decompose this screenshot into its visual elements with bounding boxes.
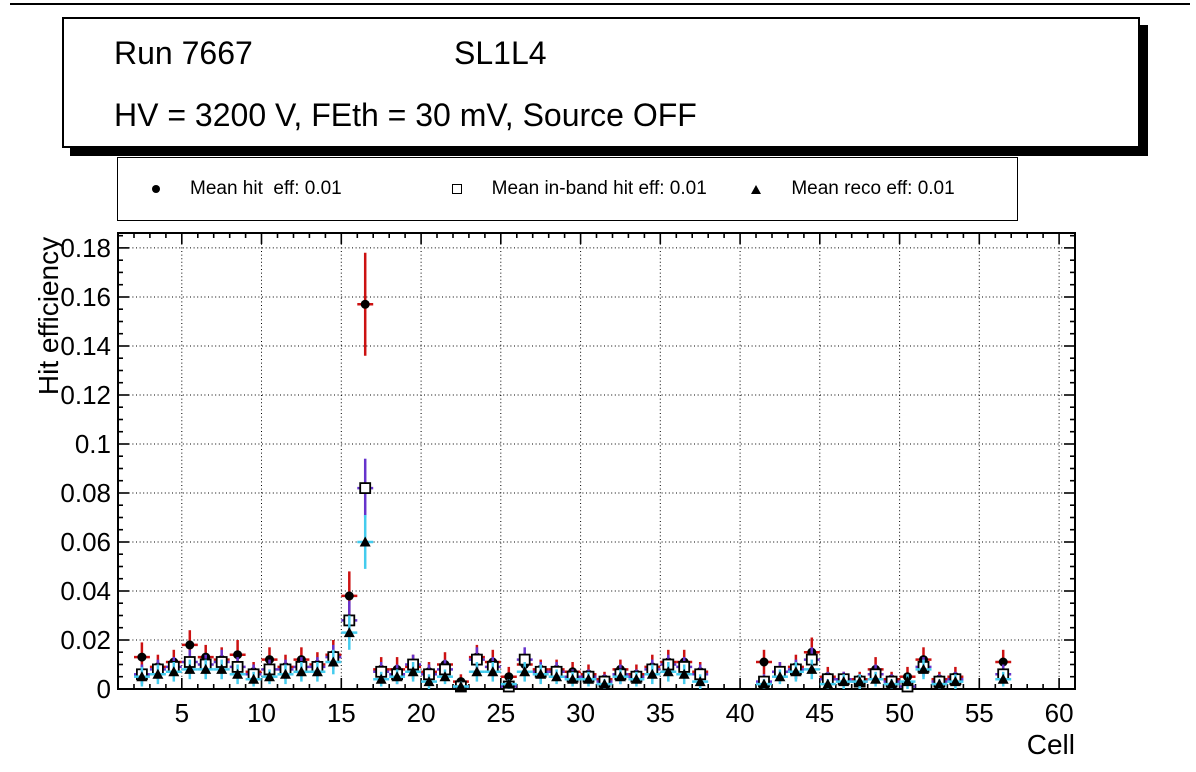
svg-text:30: 30 <box>566 698 595 728</box>
legend-label-hit-eff: Mean hit eff: 0.01 <box>190 178 342 199</box>
legend-label-reco-eff: Mean reco eff: 0.01 <box>791 178 955 199</box>
legend-label-inband-hit-eff: Mean in-band hit eff: 0.01 <box>491 178 707 199</box>
canvas-top-border <box>10 3 1190 5</box>
x-axis-title: Cell <box>1026 729 1075 760</box>
svg-text:40: 40 <box>726 698 755 728</box>
legend: Mean hit eff: 0.01 Mean in-band hit eff:… <box>117 157 1018 221</box>
svg-text:5: 5 <box>175 698 189 728</box>
legend-entry-hit-eff: Mean hit eff: 0.01 <box>118 178 418 200</box>
svg-text:50: 50 <box>885 698 914 728</box>
svg-text:15: 15 <box>327 698 356 728</box>
svg-text:45: 45 <box>805 698 834 728</box>
svg-text:0.12: 0.12 <box>60 380 111 410</box>
svg-text:0.18: 0.18 <box>60 233 111 263</box>
filled-triangle-marker-icon <box>751 184 762 194</box>
svg-text:0.04: 0.04 <box>60 576 111 606</box>
svg-text:35: 35 <box>646 698 675 728</box>
svg-text:60: 60 <box>1045 698 1074 728</box>
legend-entry-reco-eff: Mean reco eff: 0.01 <box>717 178 1017 200</box>
svg-text:0.08: 0.08 <box>60 478 111 508</box>
superlayer-label: SL1L4 <box>454 35 547 71</box>
svg-text:55: 55 <box>965 698 994 728</box>
svg-text:0.14: 0.14 <box>60 331 111 361</box>
svg-text:0.1: 0.1 <box>75 429 111 459</box>
open-square-marker-icon <box>451 184 462 194</box>
title-pave: Run 7667 SL1L4 HV = 3200 V, FEth = 30 mV,… <box>62 17 1140 148</box>
title-line-1: Run 7667 SL1L4 <box>114 34 1138 72</box>
legend-entry-inband-hit-eff: Mean in-band hit eff: 0.01 <box>418 178 718 200</box>
svg-text:20: 20 <box>407 698 436 728</box>
svg-text:25: 25 <box>486 698 515 728</box>
svg-text:0.06: 0.06 <box>60 527 111 557</box>
conditions-label: HV = 3200 V, FEth = 30 mV, Source OFF <box>114 97 697 133</box>
run-label: Run 7667 <box>114 35 253 71</box>
svg-text:0.16: 0.16 <box>60 282 111 312</box>
y-axis-title: Hit efficiency <box>33 236 64 396</box>
svg-text:10: 10 <box>247 698 276 728</box>
svg-text:0.02: 0.02 <box>60 625 111 655</box>
filled-circle-marker-icon <box>152 185 160 193</box>
svg-text:0: 0 <box>97 674 111 704</box>
